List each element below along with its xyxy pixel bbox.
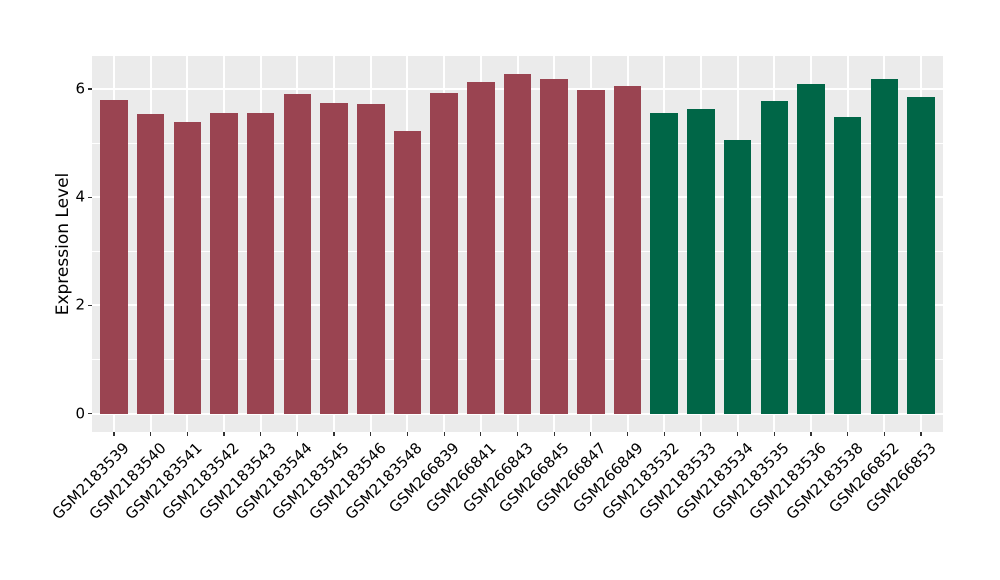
bar-GSM2183539 bbox=[100, 100, 128, 414]
bar-GSM2183543 bbox=[246, 113, 275, 414]
x-axis-tick-mark bbox=[333, 431, 335, 437]
x-axis-tick-mark bbox=[883, 431, 885, 437]
bar-GSM2183542 bbox=[210, 112, 238, 414]
bar-GSM2183532 bbox=[650, 113, 678, 414]
x-axis-tick-mark bbox=[186, 431, 188, 437]
bar-GSM2183548 bbox=[393, 130, 422, 414]
x-axis-tick-mark bbox=[516, 431, 519, 437]
x-axis-tick-mark bbox=[663, 431, 665, 437]
y-axis-tick-mark bbox=[87, 413, 92, 415]
bar-GSM2183541 bbox=[173, 122, 202, 414]
y-axis-tick-mark bbox=[87, 304, 92, 307]
x-axis-tick-mark bbox=[920, 431, 922, 437]
x-axis-tick-mark bbox=[480, 431, 482, 437]
x-axis-tick-mark bbox=[296, 431, 298, 437]
bar-GSM266852 bbox=[870, 79, 899, 414]
bar-GSM2183538 bbox=[833, 116, 862, 414]
bar-GSM266843 bbox=[503, 73, 532, 414]
y-axis-tick-mark bbox=[87, 196, 92, 198]
bar-GSM266841 bbox=[467, 81, 495, 414]
bar-GSM2183536 bbox=[797, 84, 825, 414]
x-axis-tick-mark bbox=[700, 431, 702, 437]
y-axis-tick-label: 6 bbox=[75, 79, 85, 98]
bar-GSM2183535 bbox=[760, 101, 788, 414]
x-axis-tick-mark bbox=[113, 431, 115, 437]
chart-panel bbox=[92, 56, 943, 432]
bar-GSM266849 bbox=[613, 85, 642, 414]
bar-GSM2183534 bbox=[723, 140, 752, 414]
bar-GSM2183545 bbox=[320, 102, 348, 414]
bar-GSM2183540 bbox=[136, 113, 165, 414]
bar-GSM266845 bbox=[540, 79, 568, 414]
bar-GSM2183544 bbox=[283, 93, 312, 414]
bar-GSM266847 bbox=[577, 90, 605, 414]
x-axis-tick-mark bbox=[626, 431, 629, 437]
x-axis-tick-mark bbox=[773, 431, 775, 437]
bar-GSM266853 bbox=[907, 96, 935, 414]
x-axis-tick-mark bbox=[810, 431, 812, 437]
y-axis-title: Expression Level bbox=[53, 172, 73, 316]
x-axis-tick-mark bbox=[736, 431, 739, 437]
bar-GSM2183533 bbox=[687, 109, 715, 414]
x-axis-tick-mark bbox=[370, 431, 372, 437]
x-axis-tick-mark bbox=[443, 431, 445, 437]
y-axis-tick-mark bbox=[87, 88, 92, 90]
bar-GSM2183546 bbox=[357, 104, 385, 414]
x-axis-tick-mark bbox=[150, 431, 152, 437]
x-axis-tick-mark bbox=[260, 431, 262, 437]
x-axis-tick-mark bbox=[553, 431, 555, 437]
x-axis-tick-mark bbox=[847, 431, 849, 437]
bar-GSM266839 bbox=[430, 93, 458, 414]
x-axis-tick-mark bbox=[590, 431, 592, 437]
y-axis-tick-label: 2 bbox=[75, 295, 85, 314]
x-axis-tick-mark bbox=[223, 431, 225, 437]
x-axis-tick-mark bbox=[406, 431, 409, 437]
y-axis-tick-label: 4 bbox=[75, 187, 85, 206]
y-axis-tick-label: 0 bbox=[75, 404, 85, 423]
